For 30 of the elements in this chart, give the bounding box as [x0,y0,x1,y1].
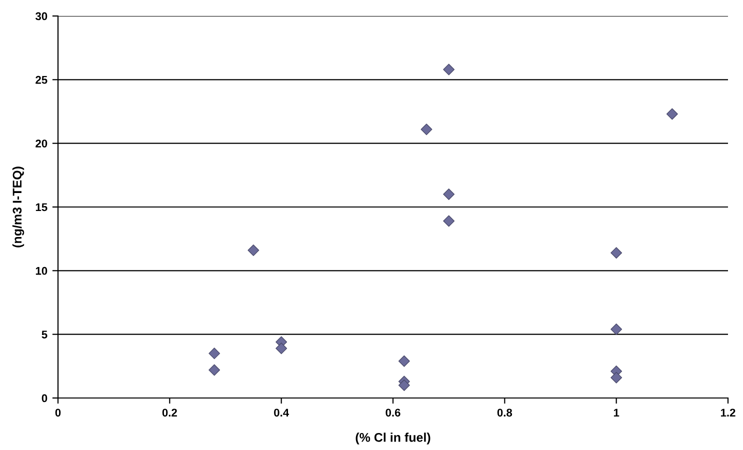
point [276,342,288,354]
point [208,348,220,360]
x-tick-label: 1.2 [720,408,736,416]
y-tick-label: 30 [35,12,48,20]
x-tick-label: 0.4 [274,408,289,417]
y-tick-label: 10 [36,266,48,275]
x-tick-label: 1 [614,408,620,416]
y-tick-label: 20 [36,140,48,148]
y-tick-label: 15 [36,203,48,212]
y-tick-label: 0 [42,394,48,402]
point [420,124,432,136]
x-tick-label: 0.2 [162,408,177,417]
point [398,355,410,367]
point [610,372,622,384]
point [666,108,678,120]
point [610,247,622,259]
x-axis-title: (% Cl in fuel) [356,432,430,444]
y-tick-label: 5 [42,330,48,338]
point [443,215,455,227]
point [610,324,622,335]
x-tick-label: 0.6 [386,408,400,417]
point [443,64,455,76]
point [248,244,260,256]
y-axis-title: (ng/m3 I-TEQ) [12,166,24,248]
point [208,364,220,376]
y-tick-label: 25 [36,76,48,84]
point [398,380,410,391]
x-tick-label: 0.8 [497,408,512,417]
x-tick-label: 0 [55,408,61,417]
point [443,188,455,200]
